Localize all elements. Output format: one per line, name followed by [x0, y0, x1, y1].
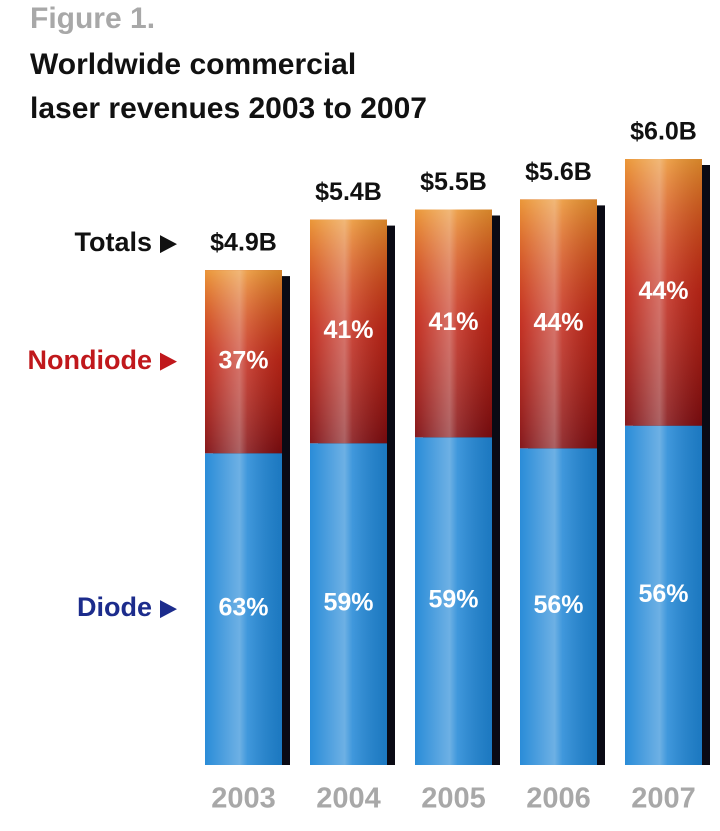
bar-shine	[520, 448, 597, 765]
value-label: 44%	[533, 308, 583, 336]
row-arrow	[160, 235, 177, 254]
x-tick-label: 2006	[526, 783, 591, 815]
value-label: 44%	[638, 277, 688, 305]
chart-title: laser revenues 2003 to 2007	[30, 92, 427, 125]
total-label: $6.0B	[630, 118, 697, 146]
value-label: 56%	[638, 580, 688, 608]
value-label: 59%	[428, 586, 478, 614]
total-label: $5.4B	[315, 178, 382, 206]
bar-shine	[625, 159, 702, 426]
total-label: $4.9B	[210, 229, 277, 257]
row-label: Nondiode	[28, 345, 152, 375]
bar-shine	[310, 443, 387, 765]
x-tick-label: 2004	[316, 783, 381, 815]
bar-shine	[205, 453, 282, 765]
bar-shine	[205, 270, 282, 454]
row-label: Totals	[74, 227, 152, 257]
value-label: 41%	[323, 316, 373, 344]
total-label: $5.5B	[420, 168, 487, 196]
x-tick-label: 2003	[211, 783, 276, 815]
chart-title: Worldwide commercial	[30, 48, 356, 81]
value-label: 63%	[218, 594, 268, 622]
figure-label: Figure 1.	[30, 2, 155, 35]
row-label: Diode	[77, 592, 152, 622]
row-arrow	[160, 600, 177, 619]
value-label: 59%	[323, 589, 373, 617]
bar-shine	[520, 199, 597, 449]
bar-shine	[415, 209, 492, 438]
bar-shine	[310, 219, 387, 444]
row-arrow	[160, 352, 177, 371]
x-tick-label: 2007	[631, 783, 696, 815]
total-label: $5.6B	[525, 158, 592, 186]
value-label: 41%	[428, 308, 478, 336]
bar-shine	[415, 437, 492, 765]
value-label: 56%	[533, 591, 583, 619]
bar-shine	[625, 425, 702, 765]
x-tick-label: 2005	[421, 783, 486, 815]
value-label: 37%	[218, 346, 268, 374]
